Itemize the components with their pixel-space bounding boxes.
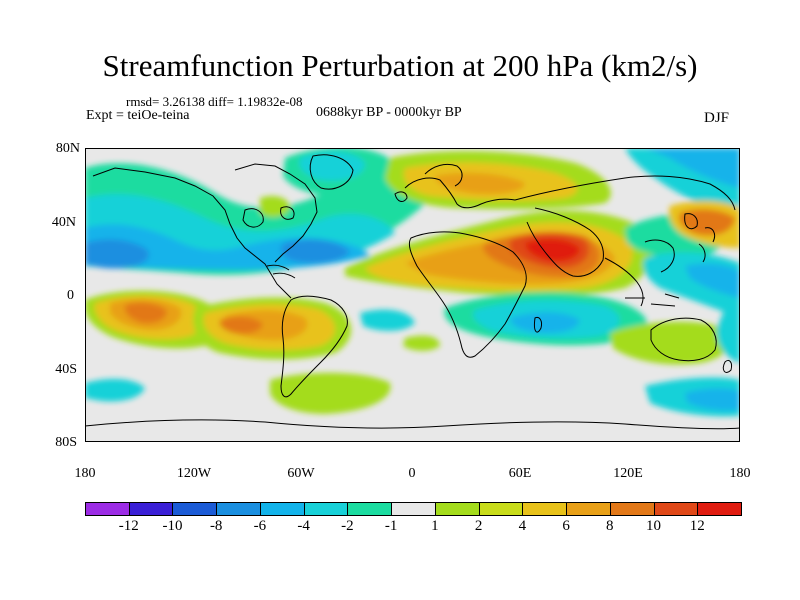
colorbar-cell [85,502,130,516]
colorbar-label: 6 [562,518,570,534]
colorbar-label: -4 [297,518,310,534]
colorbar-cell [216,502,261,516]
lat-label-0: 0 [67,288,74,303]
lon-label-180e: 180 [729,466,751,481]
plot-title: Streamfunction Perturbation at 200 hPa (… [102,48,698,83]
lat-label-80s: 80S [55,435,77,450]
lon-label-120e: 120E [613,466,643,481]
lon-label-0: 0 [408,466,416,481]
lon-label-120w: 120W [176,466,212,481]
colorbar-label: -1 [384,518,398,534]
colorbar-cell [566,502,611,516]
colorbar-label: 2 [474,518,483,534]
rmsd-text: rmsd= 3.26138 diff= 1.19832e-08 [126,94,303,109]
colorbar-cell [609,502,655,516]
colorbar [85,502,742,516]
colorbar-cell [172,502,218,516]
colorbar-label: -8 [209,518,223,534]
colorbar-cell [478,502,524,516]
colorbar-cell [522,502,568,516]
colorbar-label: -10 [162,518,183,534]
lat-label-80n: 80N [55,141,80,156]
colorbar-cell [653,502,699,516]
colorbar-cell [128,502,174,516]
colorbar-label: 4 [518,518,527,534]
experiment-text: Expt = teiOe-teina [86,108,190,123]
colorbar-cell [434,502,480,516]
lon-label-180w: 180 [74,466,96,481]
colorbar-label: -2 [341,518,354,534]
colorbar-label: 12 [689,518,705,534]
colorbar-label: -12 [118,518,139,534]
colorbar-cell [697,502,742,516]
colorbar-cell [391,502,436,516]
colorbar-label: -6 [253,518,267,534]
colorbar-label: 1 [431,518,439,534]
lon-label-60e: 60E [508,466,532,481]
map-svg [85,148,740,442]
period-text: 0688kyr BP - 0000kyr BP [316,105,462,120]
colorbar-label: 10 [646,518,662,534]
lat-label-40s: 40S [55,362,77,377]
colorbar-label: 8 [606,518,614,534]
coastlines [85,154,740,430]
streamfunction-map [85,148,740,442]
season-text: DJF [704,110,730,126]
colorbar-cell [303,502,349,516]
lat-label-40n: 40N [51,215,76,230]
lon-label-60w: 60W [287,466,315,481]
colorbar-cell [259,502,305,516]
colorbar-cell [347,502,393,516]
